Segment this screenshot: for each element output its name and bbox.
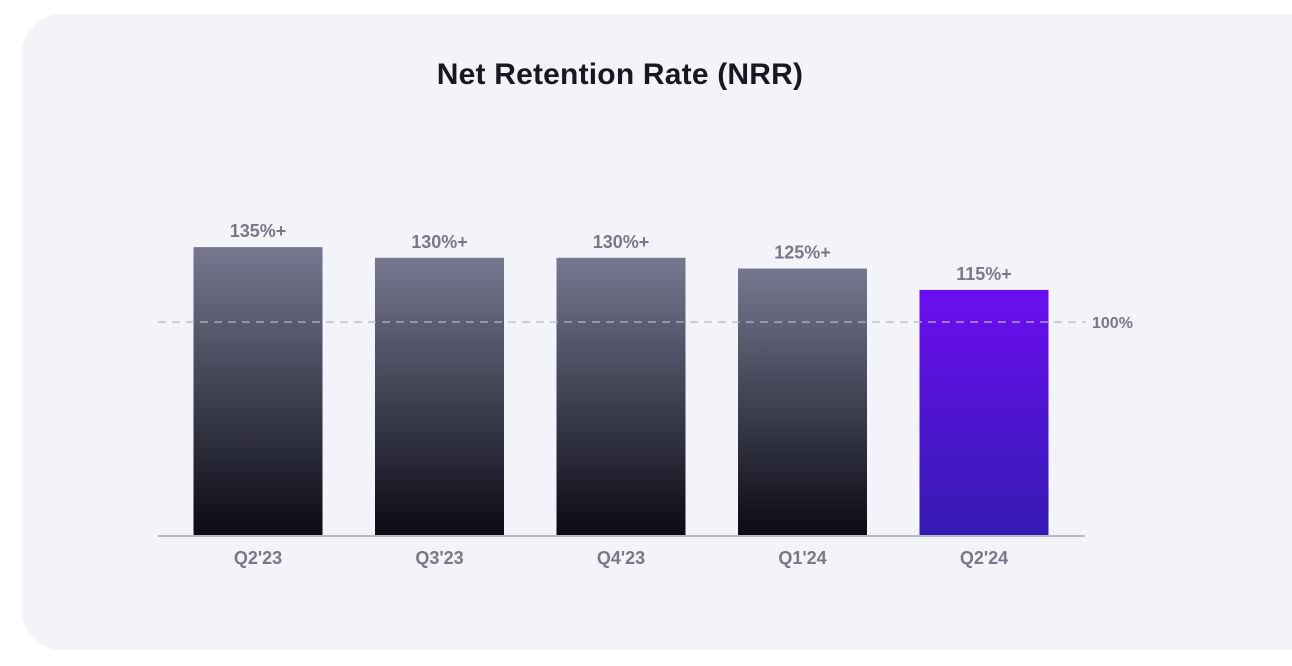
x-tick-label: Q2'23 [234, 548, 282, 568]
chart-title: Net Retention Rate (NRR) [436, 58, 804, 91]
data-label: 125%+ [774, 243, 831, 263]
bar-q224 [919, 289, 1049, 536]
bar-q423 [556, 257, 686, 536]
x-tick-label: Q1'24 [778, 548, 826, 568]
bar-q323 [375, 257, 504, 536]
x-tick-label: Q2'24 [960, 548, 1008, 568]
reference-line-label: 100% [1092, 315, 1133, 332]
data-label: 130%+ [411, 232, 468, 252]
bar-q223 [193, 247, 323, 536]
x-tick-label: Q3'23 [415, 548, 463, 568]
bar-q124 [738, 268, 867, 536]
data-label: 135%+ [230, 221, 287, 241]
data-label: 130%+ [593, 232, 650, 252]
data-label: 115%+ [956, 264, 1012, 284]
x-tick-label: Q4'23 [597, 548, 645, 568]
